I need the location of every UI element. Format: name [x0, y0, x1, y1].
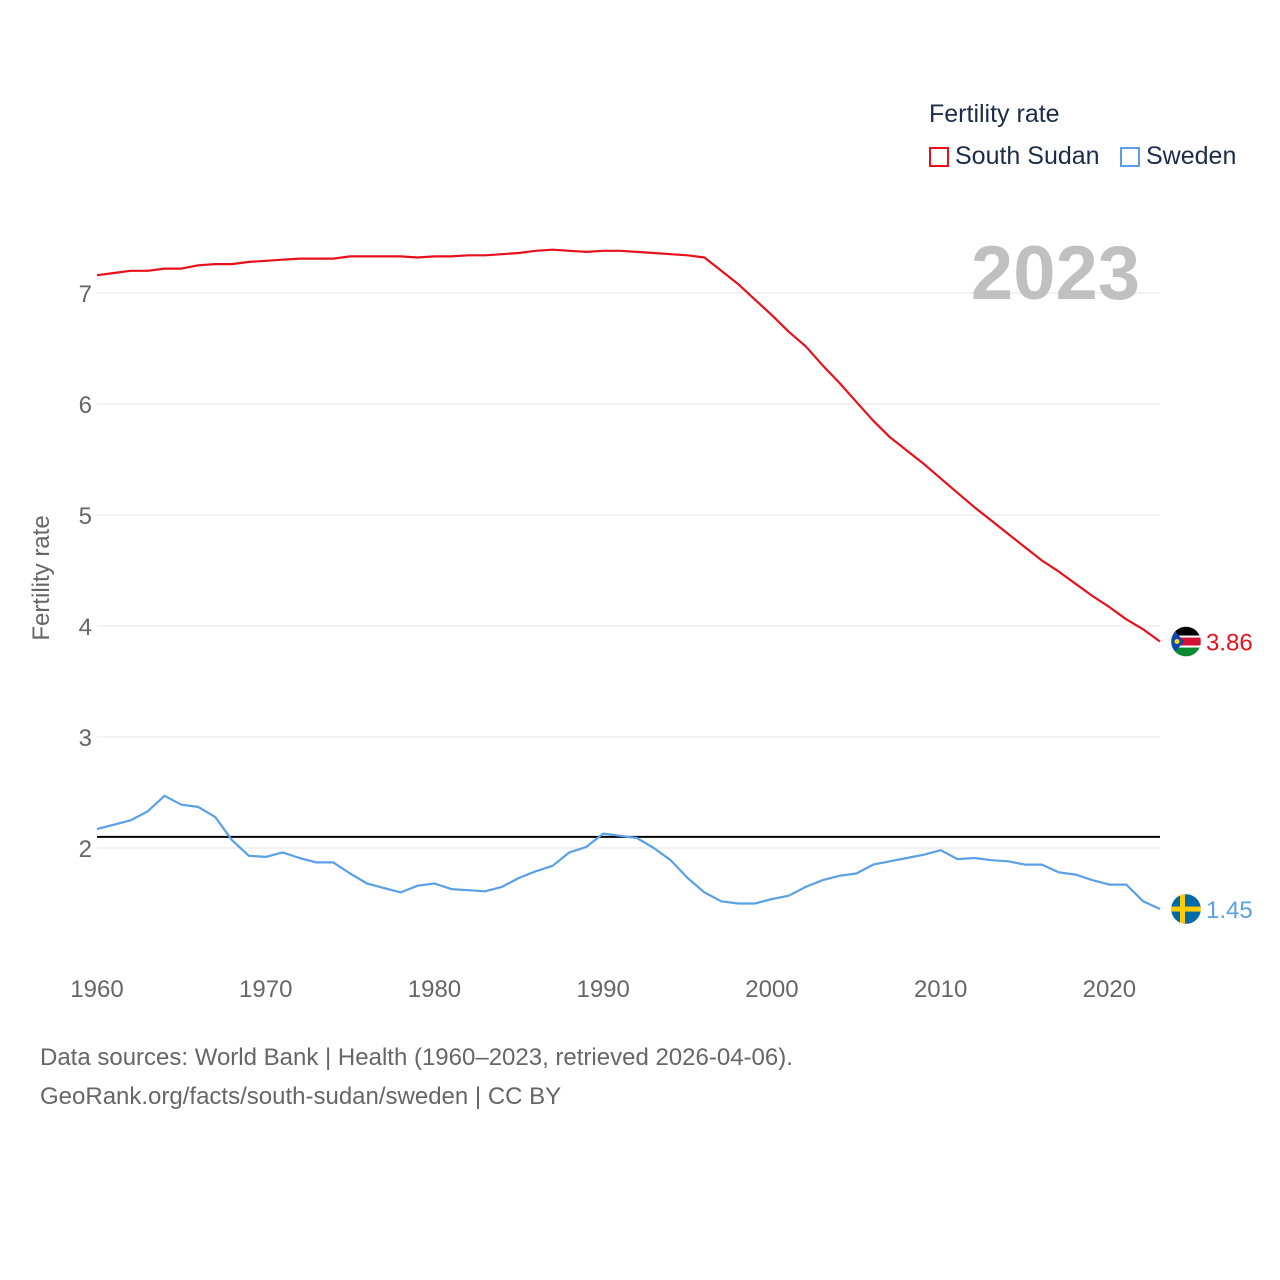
end-value-label-sweden: 1.45: [1206, 897, 1253, 924]
y-tick-label-7: 7: [79, 281, 92, 308]
y-tick-label-4: 4: [79, 614, 92, 641]
flag-body-sweden: [1171, 894, 1201, 925]
flag-body-south-sudan: [1171, 626, 1201, 657]
x-axis: 1960 1970 1980 1990 2000 2010 2020: [70, 976, 1136, 1003]
x-tick-label-1980: 1980: [408, 976, 461, 1003]
legend-label-sweden: Sweden: [1146, 142, 1237, 170]
flag-stripe-black: [1171, 626, 1201, 637]
flag-outline-sweden: [1170, 893, 1202, 925]
flag-stripe-red: [1171, 637, 1201, 646]
x-tick-label-1990: 1990: [576, 976, 629, 1003]
end-value-label-south-sudan: 3.86: [1206, 630, 1253, 657]
y-axis-title: Fertility rate: [28, 515, 55, 641]
legend-swatch-sweden: [1120, 146, 1140, 167]
flag-star: [1174, 639, 1180, 645]
y-tick-label-2: 2: [79, 836, 92, 863]
x-tick-label-2000: 2000: [745, 976, 798, 1003]
legend-title: Fertility rate: [929, 100, 1060, 128]
flag-fimbriation-top: [1171, 635, 1201, 638]
y-tick-label-3: 3: [79, 725, 92, 752]
south-sudan-flag-icon: [1170, 626, 1202, 657]
flag-cross-horizontal: [1171, 906, 1201, 912]
series-group: [96, 248, 1161, 911]
x-tick-label-2010: 2010: [914, 976, 967, 1003]
x-tick-label-1960: 1960: [70, 976, 123, 1003]
series-line-south-sudan[interactable]: [96, 248, 1161, 643]
legend-label-south-sudan: South Sudan: [955, 142, 1100, 170]
legend-item-south-sudan[interactable]: South Sudan: [929, 142, 1100, 171]
series-line-sweden[interactable]: [96, 794, 1161, 911]
x-tick-label-1970: 1970: [239, 976, 292, 1003]
flag-fimbriation-bottom: [1171, 645, 1201, 648]
flag-cross-vertical: [1180, 894, 1185, 925]
sweden-flag-icon: [1170, 893, 1202, 925]
flag-stripe-green: [1171, 647, 1201, 657]
y-tick-label-6: 6: [79, 392, 92, 419]
legend-swatch-south-sudan: [929, 146, 949, 167]
y-tick-label-5: 5: [79, 503, 92, 530]
legend-item-sweden[interactable]: Sweden: [1120, 142, 1236, 171]
y-axis: 2 3 4 5 6 7: [79, 281, 92, 863]
footer-sources: Data sources: World Bank | Health (1960–…: [40, 1044, 793, 1071]
footer-link[interactable]: GeoRank.org/facts/south-sudan/sweden | C…: [40, 1083, 562, 1110]
x-tick-label-2020: 2020: [1083, 976, 1136, 1003]
flag-outline-south-sudan: [1170, 626, 1202, 657]
end-markers: 3.86 1.45: [1170, 626, 1253, 925]
grid-lines: [97, 292, 1160, 849]
year-label: 2023: [970, 231, 1140, 316]
